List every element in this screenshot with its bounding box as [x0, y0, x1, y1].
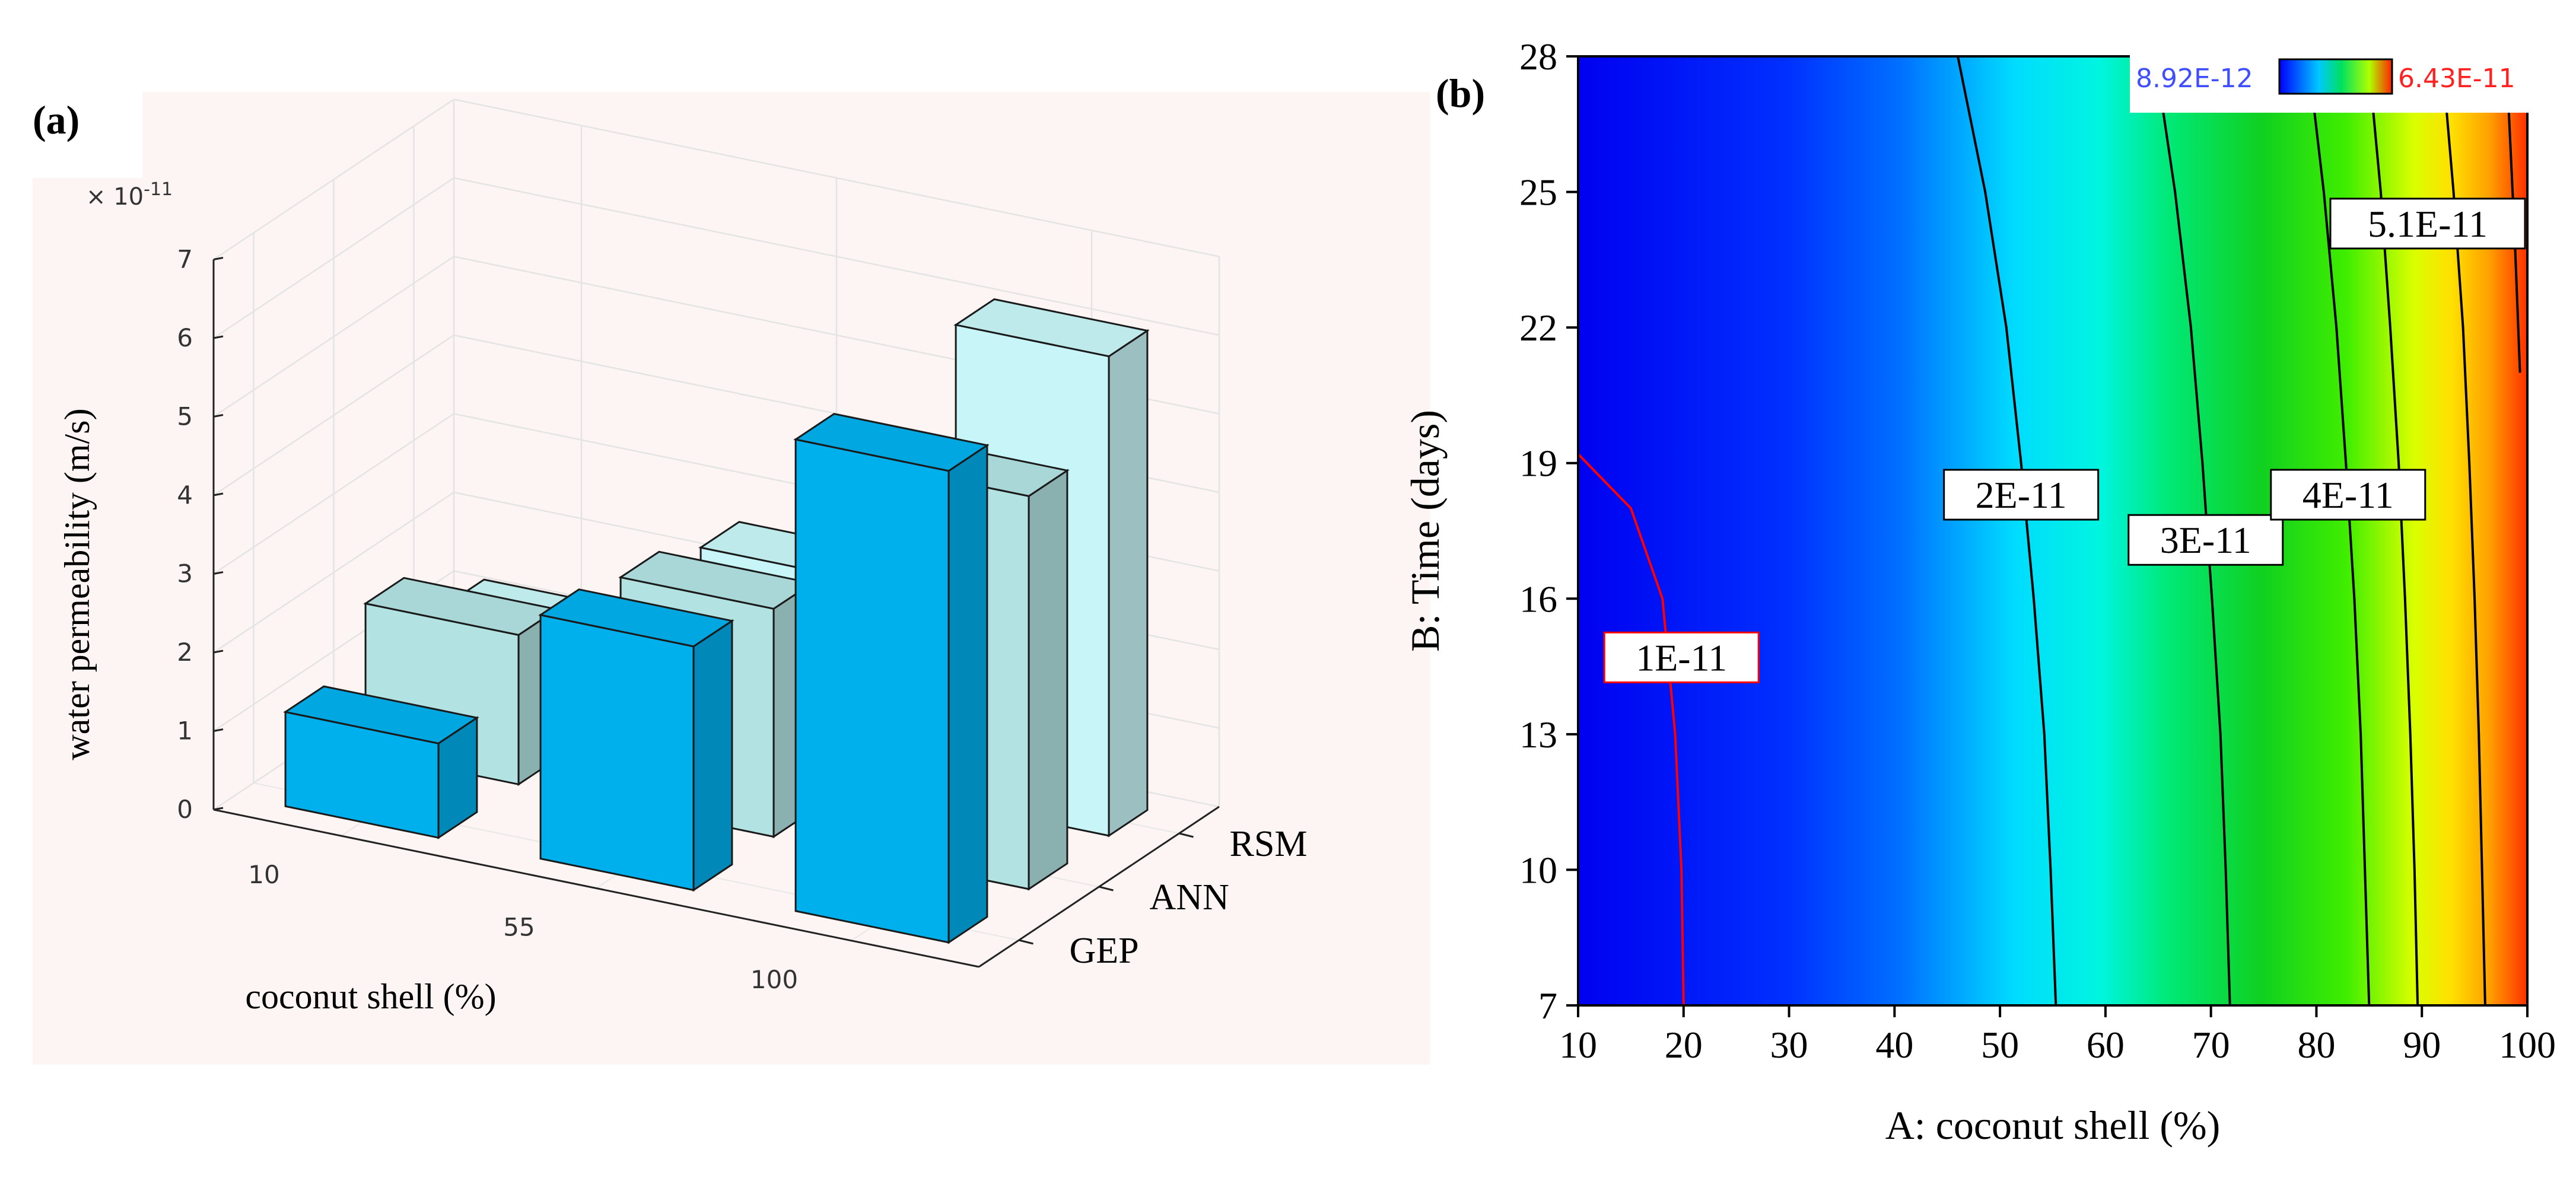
contour-label: 4E-11 — [2303, 474, 2394, 516]
contour-label: 3E-11 — [2160, 519, 2251, 561]
x-tick-label: 60 — [2087, 1024, 2125, 1066]
panel-a-axes — [212, 257, 1220, 968]
colorbar — [2278, 58, 2393, 95]
bar-side-face — [1108, 329, 1149, 838]
y-tick-label: 7 — [1538, 985, 1557, 1027]
z-tick-label: 7 — [177, 245, 193, 274]
category-tick-label: 100 — [750, 965, 798, 994]
x-tick-label: 100 — [2499, 1024, 2556, 1066]
y-tick-label: 13 — [1519, 714, 1557, 756]
z-tick — [213, 571, 224, 575]
x-axis — [213, 808, 979, 968]
z-tick — [213, 492, 224, 496]
y-tick-label: 25 — [1519, 171, 1557, 214]
z-tick-label: 1 — [177, 717, 193, 746]
contour-labels: 1E-11 2E-11 3E-11 4E-11 5.1E-11 — [1603, 198, 2526, 683]
x-tick-label: 40 — [1875, 1024, 1913, 1066]
series-tick — [1099, 886, 1114, 892]
panel-a-bars — [283, 298, 1150, 944]
bar-top-face — [538, 588, 734, 648]
x-tick-label: 20 — [1665, 1024, 1703, 1066]
contour-label: 1E-11 — [1636, 636, 1727, 679]
panel-b-xlabel: A: coconut shell (%) — [1885, 1103, 2221, 1148]
bar-side-face — [1028, 469, 1068, 891]
z-tick — [213, 414, 224, 418]
y-tick-label: 28 — [1519, 36, 1557, 78]
contour-label: 2E-11 — [1976, 474, 2067, 516]
y-tick-label: 19 — [1519, 442, 1557, 485]
bar-front-face — [794, 438, 950, 944]
panel-a-ylabel: water permeability (m/s) — [58, 408, 97, 760]
z-tick — [213, 650, 224, 654]
x-tick-label: 80 — [2297, 1024, 2335, 1066]
bar-top-face — [283, 685, 479, 744]
colorbar-max-label: 6.43E-11 — [2398, 63, 2515, 94]
contour-label-box — [2329, 198, 2526, 250]
panel-a-label: (a) — [33, 97, 79, 142]
plot-frame — [1577, 55, 2529, 1007]
series-tick-label: ANN — [1150, 877, 1229, 918]
bar-top-face — [793, 413, 990, 472]
panel-b-label: (b) — [1436, 71, 1485, 116]
colorbar-min-label: 8.92E-12 — [2136, 63, 2253, 94]
series-tick-label: RSM — [1230, 824, 1308, 864]
category-tick-label: 55 — [503, 913, 535, 942]
contour-label-box — [1603, 631, 1760, 683]
panel-a-xlabel: coconut shell (%) — [245, 977, 496, 1016]
x-tick-label: 10 — [1559, 1024, 1597, 1066]
z-tick — [213, 257, 224, 260]
bar-side-face — [692, 619, 733, 892]
x-tick-label: 50 — [1981, 1024, 2019, 1066]
bar-top-face — [953, 298, 1150, 358]
panel-a-exponent: × 10-11 — [86, 179, 173, 211]
y-tick-label: 22 — [1519, 307, 1557, 349]
contour-label-box — [1943, 469, 2100, 521]
bar-gep-10 — [283, 685, 479, 840]
series-tick-label: GEP — [1070, 931, 1139, 971]
contour-label-box — [2270, 469, 2426, 521]
category-tick-label: 10 — [248, 860, 279, 889]
z-tick-label: 0 — [177, 795, 193, 824]
y-tick-label: 16 — [1519, 578, 1557, 620]
x-tick-label: 90 — [2403, 1024, 2441, 1066]
z-tick-label: 4 — [177, 480, 193, 510]
panel-b: (b) 1E-11 2E-11 3E-11 4E-11 5.1E-11 10 20 30 40… — [1403, 36, 2576, 1148]
z-tick-label: 5 — [177, 402, 193, 431]
x-tick-label: 30 — [1770, 1024, 1808, 1066]
z-tick-label: 3 — [177, 559, 193, 588]
contour-label: 5.1E-11 — [2368, 203, 2488, 245]
bar-gep-55 — [538, 588, 734, 892]
series-tick — [1179, 832, 1194, 838]
x-tick-label: 70 — [2192, 1024, 2230, 1066]
series-tick — [1019, 939, 1033, 945]
bar-gep-100 — [793, 413, 990, 944]
z-tick — [213, 335, 224, 339]
panel-a-label-backdrop — [0, 77, 142, 178]
z-tick-label: 6 — [177, 323, 193, 352]
bar-side-face — [947, 443, 988, 944]
panel-b-ylabel: B: Time (days) — [1403, 410, 1448, 652]
bar-front-face — [539, 613, 695, 892]
z-tick-label: 2 — [177, 638, 193, 667]
z-tick — [213, 728, 224, 732]
contour-line — [2307, 56, 2371, 1005]
y-tick-label: 10 — [1519, 849, 1557, 891]
z-tick — [213, 807, 224, 811]
contour-line — [1957, 56, 2057, 1005]
contour-label-box — [2127, 514, 2284, 566]
